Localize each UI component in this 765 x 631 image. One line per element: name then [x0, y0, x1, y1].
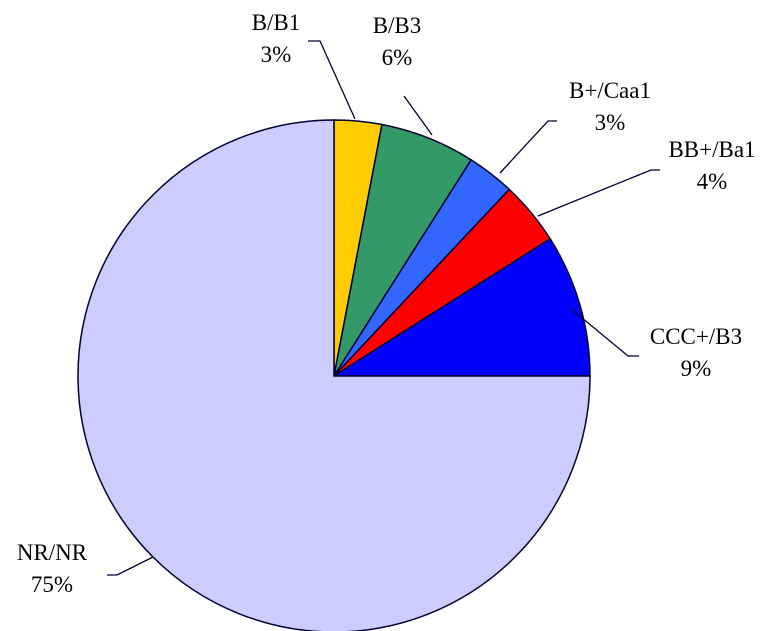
- leader-lines: [107, 40, 660, 576]
- slice-percent-label: 4%: [697, 169, 728, 194]
- leader-line: [403, 95, 433, 136]
- slice-label: BB+/Ba1: [668, 137, 755, 162]
- leader-line: [308, 40, 356, 120]
- slice-label: CCC+/B3: [650, 324, 742, 349]
- slice-percent-label: 6%: [382, 45, 413, 70]
- leader-line: [499, 120, 557, 174]
- slice-label: NR/NR: [17, 540, 88, 565]
- leader-line: [107, 556, 154, 576]
- slice-percent-label: 9%: [681, 356, 712, 381]
- slice-percent-label: 3%: [261, 42, 292, 67]
- slice-percent-label: 3%: [595, 110, 626, 135]
- pie-slice-nr-nr: [77, 119, 591, 631]
- pie-slices: [77, 119, 591, 631]
- leader-line: [569, 307, 639, 357]
- slice-label: B/B3: [373, 13, 422, 38]
- slice-percent-label: 75%: [31, 572, 73, 597]
- slice-label: B/B1: [252, 10, 301, 35]
- slice-label: B+/Caa1: [569, 78, 651, 103]
- leader-line: [537, 169, 660, 217]
- slice-labels: B/B1 3% B/B3 6% B+/Caa1 3% BB+/Ba1 4% CCC+/B3 9% N…: [17, 10, 756, 597]
- pie-slice-ccc-b3: [331, 237, 591, 377]
